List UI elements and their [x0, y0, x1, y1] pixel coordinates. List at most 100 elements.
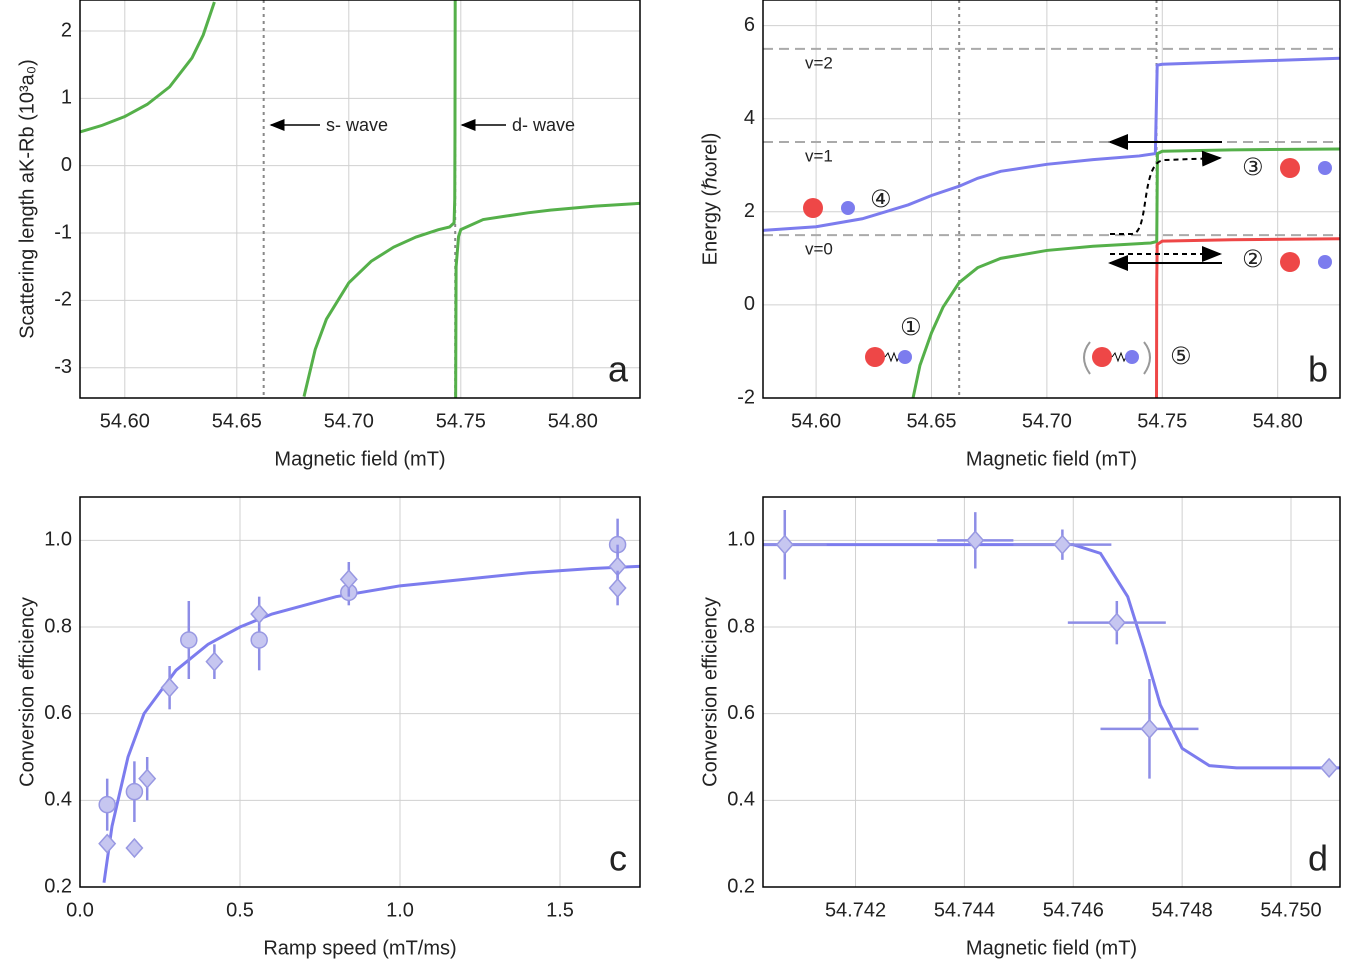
level-label: v=2	[805, 53, 833, 72]
y-tick-label: -1	[54, 221, 72, 243]
line	[1155, 237, 1340, 398]
line	[911, 147, 1340, 398]
line	[763, 543, 1340, 770]
x-tick-label: 0.0	[66, 899, 94, 921]
y-axis-title: Energy (ℏωrel)	[699, 133, 721, 266]
panel: 54.742 54.744 54.746 54.748 54.750 0.2 0.4 0.6 0…	[699, 496, 1341, 959]
x-tick-label: 54.75	[436, 410, 486, 432]
panel-label: c	[609, 838, 627, 879]
y-tick-label: 1	[61, 87, 72, 109]
panel: 0.0 0.5 1.0 1.5 0.2 0.4 0.6 0.8 1.0 Ramp speed (m…	[16, 496, 641, 959]
x-axis-title: Ramp speed (mT/ms)	[263, 937, 456, 959]
y-tick-label: 0.6	[727, 702, 755, 724]
line	[763, 56, 1340, 232]
level-label: v=1	[805, 146, 833, 165]
panel: 54.60 54.65 54.70 54.75 54.80 -2 0 2 4 6 v=0 v=1 v=2…	[699, 0, 1341, 470]
point	[125, 782, 144, 801]
plot-area	[80, 497, 640, 887]
x-axis-title: Magnetic field (mT)	[966, 448, 1137, 470]
x-tick-label: 54.65	[906, 410, 956, 432]
point	[1107, 612, 1126, 633]
state-label: ③	[1242, 153, 1264, 181]
y-tick-label: 0	[744, 293, 755, 315]
y-tick-label: 0	[61, 154, 72, 176]
annotation: s- wave	[326, 115, 388, 135]
point	[966, 530, 985, 551]
panel-label: a	[608, 349, 629, 390]
y-tick-label: -3	[54, 356, 72, 378]
x-tick-label: 54.75	[1137, 410, 1187, 432]
y-tick-label: 0.4	[44, 789, 72, 811]
state-label: ④	[870, 185, 892, 213]
panel-label: b	[1308, 349, 1328, 390]
atoms	[803, 158, 1332, 375]
x-tick-label: 54.60	[791, 410, 841, 432]
y-tick-label: 2	[61, 19, 72, 41]
y-tick-label: 4	[744, 107, 755, 129]
y-axis-title: Conversion efficiency	[699, 597, 721, 787]
point	[160, 677, 179, 698]
point	[138, 768, 157, 789]
point	[125, 837, 144, 859]
x-tick-label: 54.746	[1043, 899, 1104, 921]
point	[205, 651, 224, 672]
y-tick-label: 0.4	[727, 789, 755, 811]
x-axis-title: Magnetic field (mT)	[274, 448, 445, 470]
plot-area	[763, 497, 1340, 887]
plot-area	[80, 0, 640, 398]
x-tick-label: 54.60	[100, 410, 150, 432]
y-tick-label: -2	[737, 386, 755, 408]
frame	[79, 0, 641, 399]
y-tick-label: 0.8	[727, 615, 755, 637]
annotation: d- wave	[512, 115, 575, 135]
y-tick-label: 6	[744, 14, 755, 36]
point	[98, 795, 116, 814]
x-tick-label: 1.5	[546, 899, 574, 921]
y-tick-label: 1.0	[44, 529, 72, 551]
x-tick-label: 54.80	[1253, 410, 1303, 432]
level-label: v=0	[805, 240, 833, 259]
x-tick-label: 54.70	[1022, 410, 1072, 432]
point	[1140, 718, 1159, 739]
y-tick-label: -2	[54, 289, 72, 311]
line	[80, 0, 640, 398]
state-label: ①	[900, 313, 922, 341]
x-tick-label: 54.750	[1260, 899, 1321, 921]
point	[180, 631, 198, 649]
frame	[762, 0, 1341, 399]
state-label: ⑤	[1170, 342, 1192, 370]
y-tick-label: 0.2	[727, 875, 755, 897]
point	[98, 833, 117, 854]
y-tick-label: 0.8	[44, 615, 72, 637]
point	[775, 534, 794, 555]
point	[1320, 757, 1339, 778]
x-tick-label: 54.65	[212, 410, 262, 432]
panel: 54.60 54.65 54.70 54.75 54.80 -3 -2 -1 0 1 2 Magnet…	[16, 0, 641, 470]
x-tick-label: 0.5	[226, 899, 254, 921]
y-axis-title: Conversion efficiency	[16, 597, 38, 787]
x-tick-label: 54.744	[934, 899, 995, 921]
point	[339, 569, 358, 590]
point	[250, 631, 268, 649]
point	[1053, 534, 1072, 555]
arrow	[1110, 150, 1222, 235]
panel-label: d	[1308, 838, 1328, 879]
x-tick-label: 54.70	[324, 410, 374, 432]
x-axis-title: Magnetic field (mT)	[966, 937, 1137, 959]
y-tick-label: 0.2	[44, 875, 72, 897]
y-axis-title: Scattering length aK-Rb (10³a₀)	[16, 59, 38, 339]
plot-area	[763, 0, 1340, 398]
x-tick-label: 54.748	[1152, 899, 1213, 921]
point	[608, 577, 627, 599]
x-tick-label: 1.0	[386, 899, 414, 921]
y-tick-label: 1.0	[727, 529, 755, 551]
x-tick-label: 54.80	[548, 410, 598, 432]
frame	[762, 496, 1341, 888]
x-tick-label: 54.742	[825, 899, 886, 921]
point	[250, 603, 269, 625]
frame	[79, 496, 641, 888]
y-tick-label: 2	[744, 200, 755, 222]
state-label: ②	[1242, 245, 1264, 273]
